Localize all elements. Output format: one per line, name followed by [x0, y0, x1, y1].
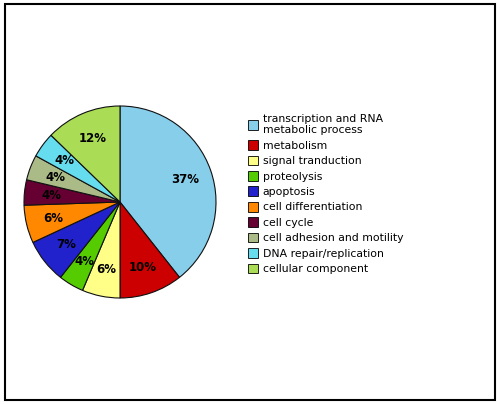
Wedge shape [120, 202, 180, 298]
Wedge shape [33, 202, 120, 277]
Text: 6%: 6% [96, 263, 116, 276]
Text: 7%: 7% [56, 238, 76, 251]
Text: 4%: 4% [46, 170, 66, 184]
Text: 12%: 12% [79, 132, 107, 145]
Text: 4%: 4% [41, 189, 61, 202]
Wedge shape [120, 106, 216, 277]
Wedge shape [82, 202, 120, 298]
Legend: transcription and RNA
metabolic process, metabolism, signal tranduction, proteol: transcription and RNA metabolic process,… [246, 112, 406, 276]
Text: 4%: 4% [75, 255, 95, 268]
Wedge shape [60, 202, 120, 290]
Text: 37%: 37% [172, 173, 200, 186]
Text: 10%: 10% [128, 261, 156, 274]
Wedge shape [36, 135, 120, 202]
Text: 6%: 6% [43, 212, 63, 225]
Wedge shape [26, 156, 120, 202]
Wedge shape [24, 180, 120, 205]
Wedge shape [24, 202, 120, 242]
Text: 4%: 4% [54, 154, 74, 168]
Wedge shape [51, 106, 120, 202]
